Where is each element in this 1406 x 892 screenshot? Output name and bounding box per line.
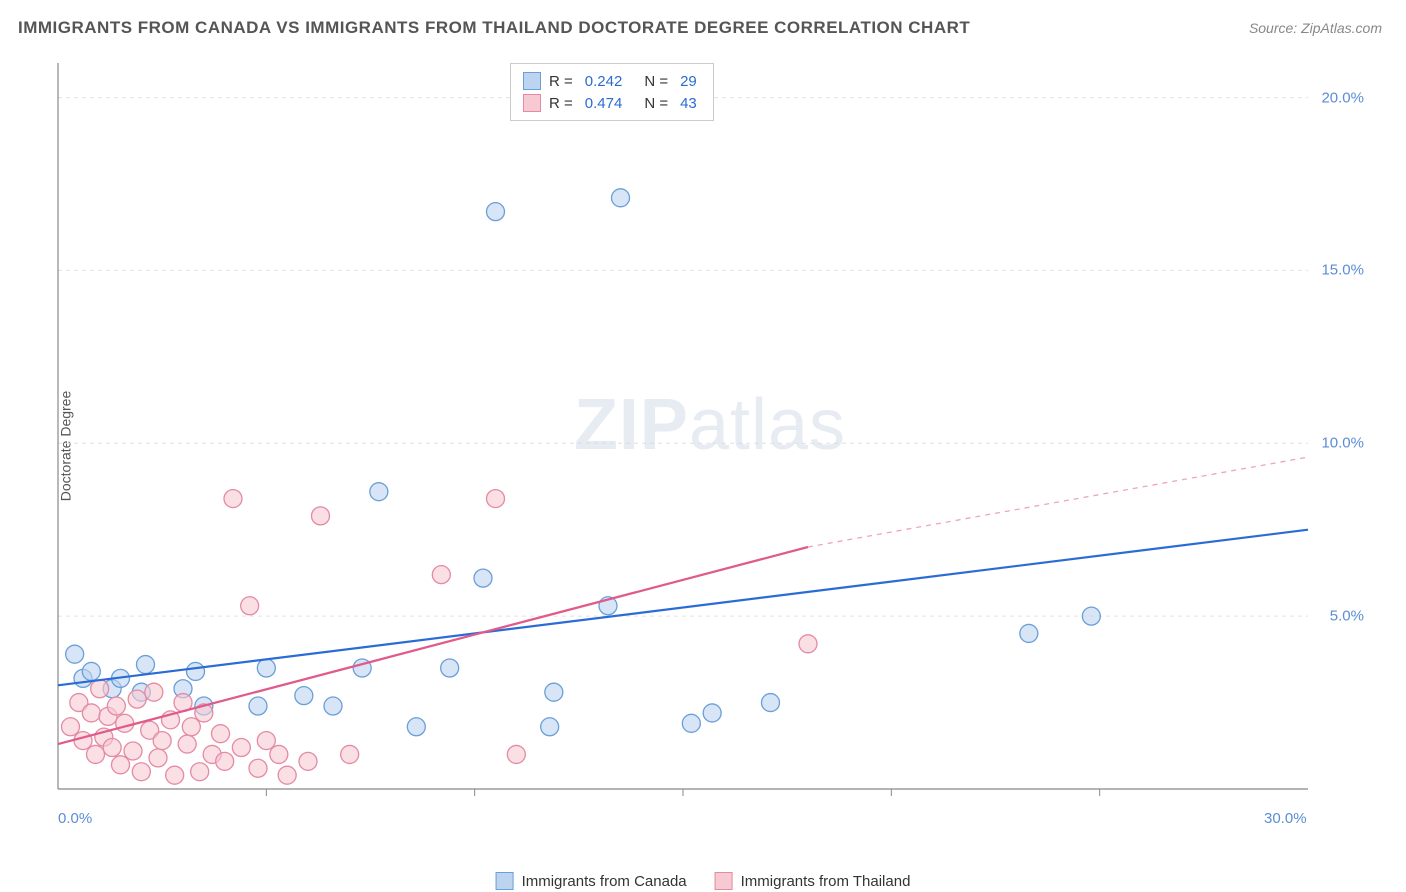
y-tick-label: 20.0% <box>1321 89 1364 106</box>
source-attribution: Source: ZipAtlas.com <box>1249 20 1382 36</box>
x-tick-label: 30.0% <box>1264 810 1307 827</box>
legend-n-label: N = <box>644 95 668 112</box>
legend-label: Immigrants from Canada <box>522 873 687 890</box>
legend-item: Immigrants from Canada <box>496 872 687 890</box>
legend-label: Immigrants from Thailand <box>741 873 911 890</box>
legend-n-label: N = <box>644 73 668 90</box>
legend-n-value: 43 <box>680 95 697 112</box>
x-tick-label: 0.0% <box>58 810 92 827</box>
series-legend: Immigrants from Canada Immigrants from Th… <box>496 872 911 890</box>
legend-swatch <box>496 872 514 890</box>
scatter-plot: ZIPatlas R = 0.242N = 29R = 0.474N = 43 … <box>50 55 1370 825</box>
legend-n-value: 29 <box>680 73 697 90</box>
plot-svg <box>50 55 1370 825</box>
legend-r-value: 0.242 <box>585 73 623 90</box>
stats-legend: R = 0.242 N = 29 R = 0.474 N = 43 <box>510 63 714 121</box>
legend-r-value: 0.474 <box>585 95 623 112</box>
y-tick-label: 15.0% <box>1321 262 1364 279</box>
legend-r-label: R = <box>549 95 573 112</box>
legend-r-label: R = <box>549 73 573 90</box>
legend-swatch <box>715 872 733 890</box>
legend-swatch <box>523 94 541 112</box>
chart-title: IMMIGRANTS FROM CANADA VS IMMIGRANTS FRO… <box>18 18 970 38</box>
stats-legend-row: R = 0.474 N = 43 <box>523 92 701 114</box>
legend-item: Immigrants from Thailand <box>715 872 911 890</box>
stats-legend-row: R = 0.242 N = 29 <box>523 70 701 92</box>
y-tick-label: 5.0% <box>1330 608 1364 625</box>
legend-swatch <box>523 72 541 90</box>
y-tick-label: 10.0% <box>1321 435 1364 452</box>
